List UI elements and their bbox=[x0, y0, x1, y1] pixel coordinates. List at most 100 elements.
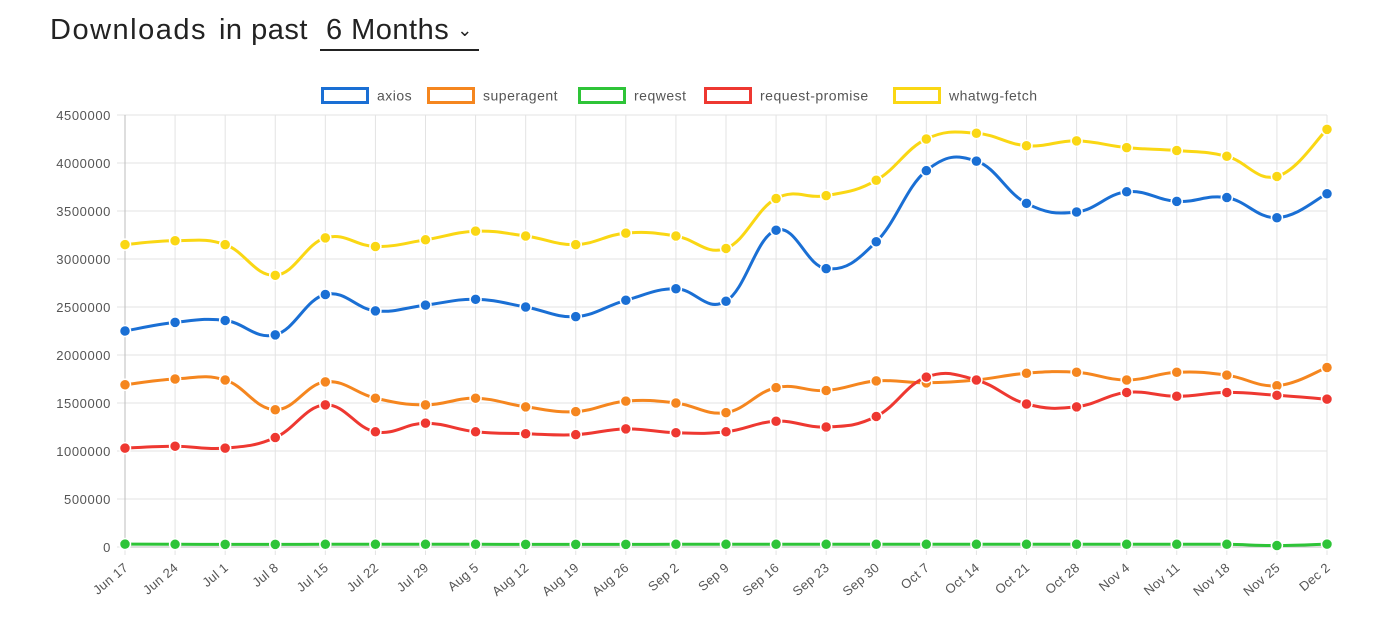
data-point[interactable] bbox=[319, 398, 332, 412]
data-point[interactable] bbox=[1270, 389, 1284, 402]
data-point[interactable] bbox=[269, 431, 282, 444]
data-point[interactable] bbox=[168, 538, 182, 551]
data-point[interactable] bbox=[819, 538, 833, 551]
data-point[interactable] bbox=[819, 262, 833, 275]
data-point[interactable] bbox=[669, 538, 683, 551]
data-point[interactable] bbox=[1170, 366, 1183, 379]
legend-item-reqwest[interactable]: reqwest bbox=[578, 87, 687, 104]
legend-item-whatwg-fetch[interactable]: whatwg-fetch bbox=[893, 87, 1038, 104]
data-point[interactable] bbox=[1070, 205, 1083, 219]
data-point[interactable] bbox=[1270, 170, 1284, 183]
data-point[interactable] bbox=[1220, 538, 1234, 551]
data-point[interactable] bbox=[870, 174, 883, 187]
data-point[interactable] bbox=[519, 427, 532, 440]
data-point[interactable] bbox=[469, 293, 482, 306]
data-point[interactable] bbox=[1170, 195, 1183, 208]
data-point[interactable] bbox=[1220, 191, 1234, 204]
data-point[interactable] bbox=[168, 439, 182, 453]
data-point[interactable] bbox=[769, 381, 783, 394]
data-point[interactable] bbox=[1070, 134, 1083, 148]
data-point[interactable] bbox=[920, 538, 933, 551]
data-point[interactable] bbox=[218, 538, 232, 551]
data-point[interactable] bbox=[619, 538, 633, 551]
data-point[interactable] bbox=[1320, 187, 1334, 200]
data-point[interactable] bbox=[669, 426, 683, 440]
data-point[interactable] bbox=[218, 441, 232, 455]
data-point[interactable] bbox=[118, 378, 132, 392]
data-point[interactable] bbox=[419, 416, 432, 430]
data-point[interactable] bbox=[870, 374, 883, 388]
data-point[interactable] bbox=[469, 391, 482, 405]
data-point[interactable] bbox=[1320, 123, 1334, 136]
legend-item-axios[interactable]: axios bbox=[321, 87, 413, 104]
data-point[interactable] bbox=[1020, 397, 1033, 411]
data-point[interactable] bbox=[719, 406, 733, 419]
data-point[interactable] bbox=[1020, 139, 1033, 152]
data-point[interactable] bbox=[218, 373, 232, 387]
data-point[interactable] bbox=[319, 538, 332, 551]
data-point[interactable] bbox=[269, 269, 282, 282]
data-point[interactable] bbox=[1270, 211, 1284, 224]
data-point[interactable] bbox=[218, 314, 232, 327]
data-point[interactable] bbox=[269, 538, 282, 551]
data-point[interactable] bbox=[769, 223, 783, 237]
data-point[interactable] bbox=[769, 538, 783, 551]
data-point[interactable] bbox=[669, 396, 683, 410]
data-point[interactable] bbox=[469, 224, 482, 238]
data-point[interactable] bbox=[719, 538, 733, 551]
data-point[interactable] bbox=[1070, 366, 1083, 379]
data-point[interactable] bbox=[1220, 368, 1234, 382]
data-point[interactable] bbox=[870, 538, 883, 551]
data-point[interactable] bbox=[1120, 538, 1133, 551]
data-point[interactable] bbox=[1070, 538, 1083, 551]
data-point[interactable] bbox=[719, 242, 733, 255]
data-point[interactable] bbox=[920, 370, 933, 384]
data-point[interactable] bbox=[920, 132, 933, 146]
data-point[interactable] bbox=[1120, 185, 1133, 199]
data-point[interactable] bbox=[819, 420, 833, 434]
data-point[interactable] bbox=[619, 394, 633, 408]
data-point[interactable] bbox=[469, 538, 482, 551]
data-point[interactable] bbox=[1070, 400, 1083, 414]
data-point[interactable] bbox=[1170, 390, 1183, 403]
data-point[interactable] bbox=[319, 288, 332, 301]
data-point[interactable] bbox=[970, 373, 983, 387]
data-point[interactable] bbox=[269, 403, 282, 416]
data-point[interactable] bbox=[118, 441, 132, 455]
data-point[interactable] bbox=[419, 538, 432, 551]
data-point[interactable] bbox=[619, 294, 633, 307]
data-point[interactable] bbox=[118, 537, 132, 551]
data-point[interactable] bbox=[920, 164, 933, 177]
data-point[interactable] bbox=[970, 154, 983, 168]
data-point[interactable] bbox=[1020, 366, 1033, 380]
data-point[interactable] bbox=[870, 235, 883, 248]
data-point[interactable] bbox=[419, 398, 432, 412]
data-point[interactable] bbox=[168, 372, 182, 386]
data-point[interactable] bbox=[1020, 538, 1033, 551]
data-point[interactable] bbox=[319, 231, 332, 245]
time-range-dropdown[interactable]: 6 Months ⌄ bbox=[319, 14, 479, 51]
data-point[interactable] bbox=[519, 300, 532, 314]
data-point[interactable] bbox=[419, 233, 432, 247]
data-point[interactable] bbox=[719, 294, 733, 308]
data-point[interactable] bbox=[1320, 361, 1334, 374]
data-point[interactable] bbox=[419, 298, 432, 312]
data-point[interactable] bbox=[769, 192, 783, 205]
data-point[interactable] bbox=[719, 425, 733, 439]
data-point[interactable] bbox=[1170, 144, 1183, 157]
data-point[interactable] bbox=[569, 238, 582, 251]
data-point[interactable] bbox=[168, 316, 182, 329]
data-point[interactable] bbox=[269, 328, 282, 342]
data-point[interactable] bbox=[469, 425, 482, 439]
data-point[interactable] bbox=[819, 384, 833, 397]
legend-item-request-promise[interactable]: request-promise bbox=[704, 87, 869, 104]
data-point[interactable] bbox=[1170, 538, 1183, 551]
data-point[interactable] bbox=[1120, 373, 1133, 387]
data-point[interactable] bbox=[569, 310, 582, 323]
data-point[interactable] bbox=[1120, 141, 1133, 154]
data-point[interactable] bbox=[118, 324, 132, 338]
data-point[interactable] bbox=[769, 414, 783, 428]
data-point[interactable] bbox=[870, 410, 883, 423]
data-point[interactable] bbox=[369, 240, 382, 253]
data-point[interactable] bbox=[1220, 386, 1234, 399]
